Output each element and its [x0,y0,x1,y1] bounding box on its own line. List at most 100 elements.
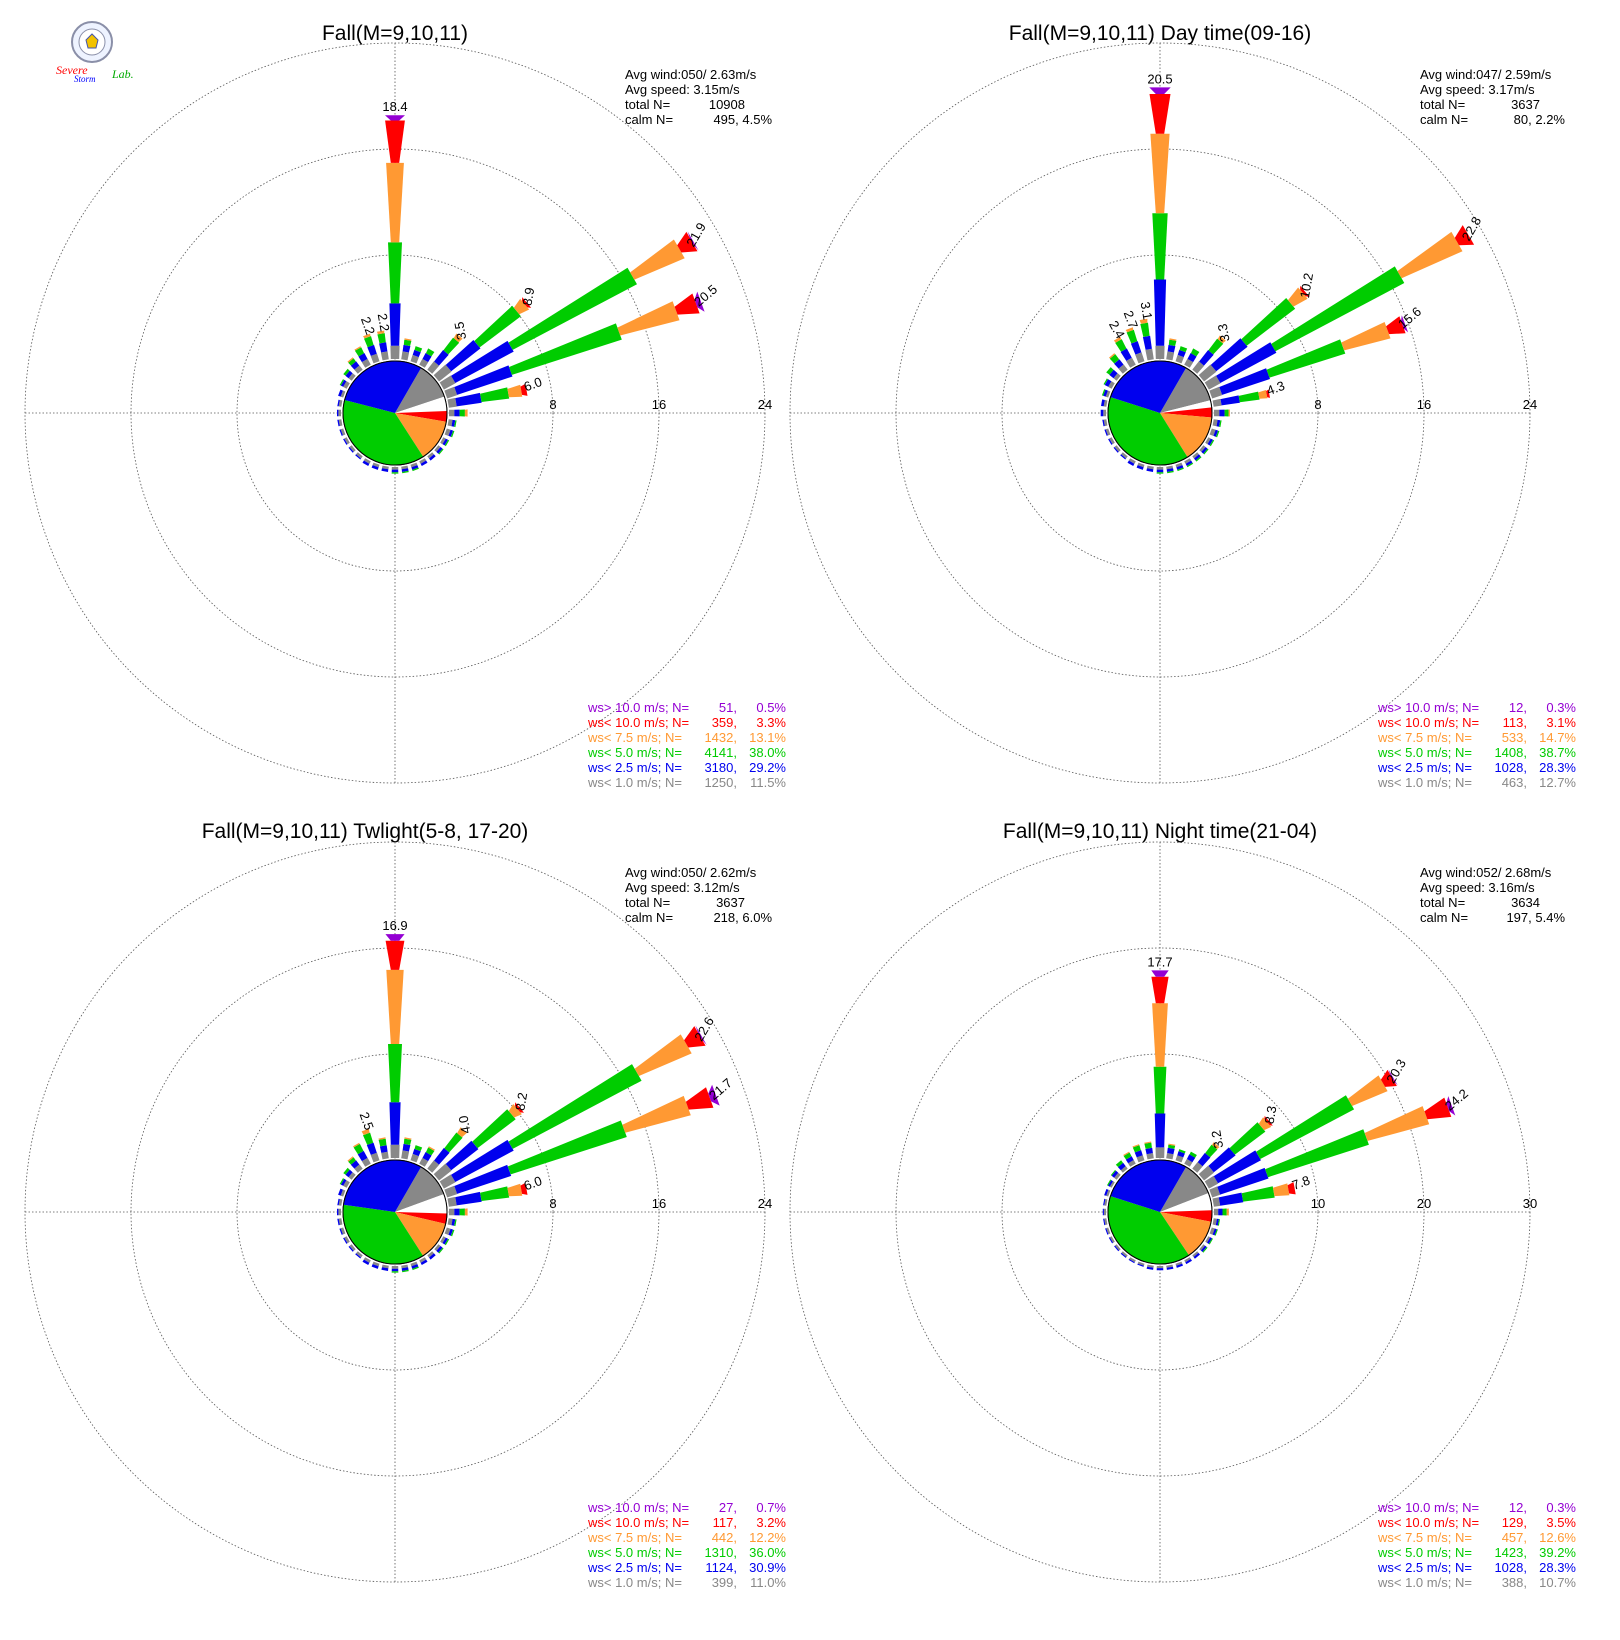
legend-count: 129, [1502,1515,1527,1530]
spoke-segment [1104,1199,1108,1206]
spoke-segment [455,392,482,407]
spoke-dir-150 [419,1257,428,1265]
spoke-segment [1177,349,1186,358]
spoke-segment [1144,1142,1152,1149]
spoke-dir-160 [410,1261,419,1271]
spoke-segment [1185,460,1193,466]
spoke-segment [1154,1113,1166,1148]
ring-label: 24 [1523,397,1537,412]
spoke-dir-330 [1123,1151,1136,1167]
ring-label: 16 [652,397,666,412]
spoke-dir-210 [362,458,371,466]
spoke-value-label: 8.2 [512,1091,530,1111]
legend-label: ws< 1.0 m/s; N= [587,1575,682,1590]
spoke-segment [391,469,399,473]
spoke-segment [402,1143,411,1152]
spoke-dir-200 [1137,1261,1145,1267]
spoke-segment [444,428,451,436]
spoke-segment [508,1064,642,1149]
spoke-segment [1136,1155,1145,1163]
spoke-segment [410,462,418,468]
pie-slice [1160,1193,1212,1212]
spoke-segment [348,358,356,366]
spoke-dir-130 [1199,445,1209,455]
spoke-value-label: 2.2 [358,315,378,337]
spoke-segment [1446,1096,1456,1116]
spoke-segment [1115,1160,1123,1167]
spoke-segment [429,1253,436,1260]
pie-slice [1108,1196,1189,1264]
spoke-segment [1104,1189,1109,1196]
spoke-segment [451,1139,514,1182]
spoke-segment [1104,429,1108,436]
ring-label: 24 [758,397,772,412]
spoke-segment [1100,409,1104,417]
spoke-value-label: 8.9 [519,286,537,306]
spoke-segment [1401,315,1409,333]
spoke-dir-320 [1115,1160,1128,1173]
spoke-segment [1113,373,1121,381]
spoke-dir-50 [433,1102,524,1181]
spoke-dir-140 [427,1251,436,1260]
spoke-segment [378,1138,387,1147]
spoke-segment [474,305,521,348]
spoke-segment [1137,1263,1144,1267]
spoke-segment [1207,438,1213,446]
spoke-dir-110 [444,1227,455,1237]
wind-rose-panel-all: Fall(M=9,10,11) 8 16 24 18.421.920.58.93.5… [24,22,786,790]
spoke-segment [1212,1228,1217,1236]
spoke-segment [448,429,454,437]
spoke-dir-260 [337,1218,343,1226]
spoke-segment [388,1044,402,1103]
spoke-segment [617,301,680,336]
spoke-dir-260 [1102,419,1108,427]
legend-label: ws> 10.0 m/s; N= [1377,700,1479,715]
spoke-segment [1156,1266,1164,1269]
legend-percent: 0.3% [1546,700,1576,715]
spoke-segment [381,1151,389,1160]
legend-percent: 3.3% [756,715,786,730]
avg-speed-text: Avg speed: 3.12m/s [625,880,740,895]
spoke-segment [377,333,386,344]
spoke-segment [1238,391,1260,403]
spoke-dir-310 [1106,367,1121,381]
spoke-segment [1132,1144,1140,1148]
total-n-label: total N= [1420,895,1465,910]
spoke-segment [1364,1106,1430,1141]
spoke-dir-230 [1113,445,1121,453]
grid-ring [236,254,554,572]
spoke-segment [1215,430,1220,438]
spoke-dir-240 [1108,437,1115,445]
legend-label: ws< 5.0 m/s; N= [1377,745,1472,760]
spoke-dir-110 [1209,1227,1218,1236]
spoke-segment [1128,1259,1135,1264]
spoke-dir-110 [1209,428,1220,438]
spoke-segment [1215,1218,1219,1226]
pie-slice [1160,407,1212,418]
spoke-dir-220 [355,1251,363,1259]
spoke-dir-80 [1212,1182,1296,1207]
spoke-segment [1169,338,1177,341]
spoke-segment [1213,429,1219,437]
spoke-value-label: 3.3 [1215,323,1233,343]
spoke-segment [391,467,399,470]
spoke-dir-330 [352,1142,371,1167]
spoke-segment [376,330,385,335]
pie-slice [1160,1167,1209,1212]
legend-count: 399, [712,1575,737,1590]
spoke-segment [454,1208,460,1216]
spoke-segment [1103,419,1108,427]
spoke-segment [1213,1150,1261,1184]
spoke-segment [1146,468,1154,472]
spoke-segment [1424,1097,1452,1120]
legend-percent: 12.2% [749,1530,786,1545]
spoke-value-label: 17.7 [1147,954,1172,969]
total-n-value: 10908 [709,97,745,112]
legend-label: ws< 7.5 m/s; N= [587,1530,682,1545]
spoke-segment [1219,409,1225,417]
spoke-segment [507,1120,627,1175]
spoke-segment [343,1237,348,1244]
avg-wind-text: Avg wind:050/ 2.63m/s [625,67,757,82]
spoke-dir-300 [1107,1179,1115,1188]
spoke-segment [1149,94,1171,134]
